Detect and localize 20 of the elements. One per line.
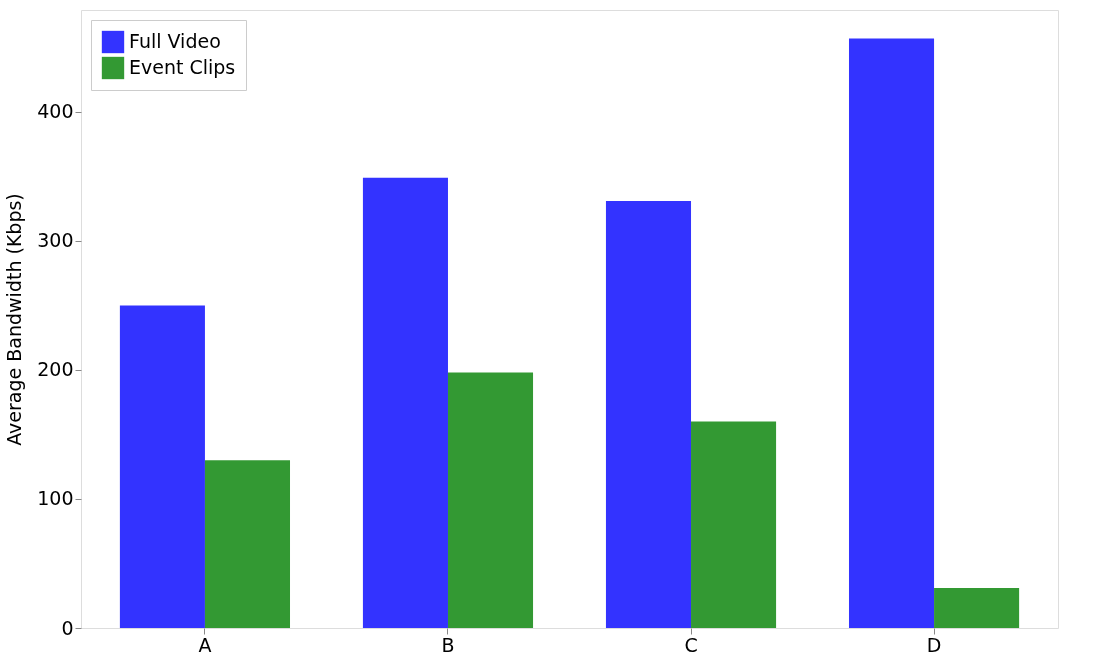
y-tick-label: 400 [37,100,74,123]
bar [362,177,448,628]
bar [934,588,1020,628]
y-tick-label: 100 [37,487,74,510]
y-tick-label: 300 [37,229,74,252]
legend-label: Event Clips [129,56,236,78]
bar [605,200,692,628]
x-tick-label: A [198,633,212,656]
y-axis-title: Average Bandwidth (Kbps) [3,193,26,446]
x-tick-label: D [926,633,942,656]
bar [204,460,291,628]
bar [447,372,534,628]
bar [848,38,935,628]
bar [119,305,205,628]
y-tick-label: 0 [61,616,74,639]
y-tick-label: 200 [37,358,74,381]
bar [691,421,777,628]
legend-label: Full Video [129,30,221,52]
x-tick-label: C [684,633,698,656]
x-tick-label: B [441,633,455,656]
